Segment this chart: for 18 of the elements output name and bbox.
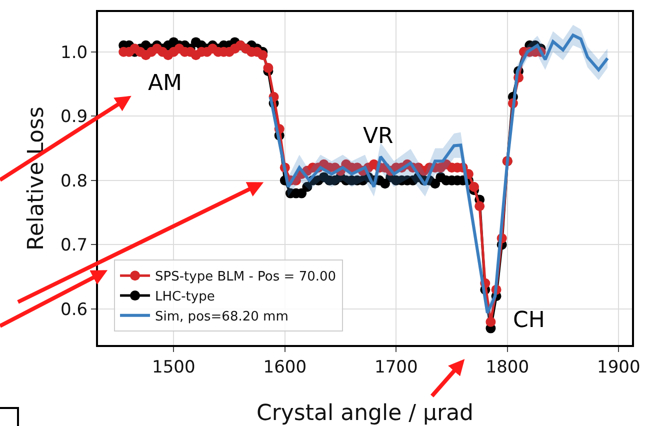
annotation: CH bbox=[513, 308, 545, 333]
legend-label: SPS-type BLM - Pos = 70.00 bbox=[155, 270, 336, 285]
x-tick-label: 1600 bbox=[263, 357, 307, 378]
x-axis-title: Crystal angle / μrad bbox=[256, 401, 474, 426]
y-axis-title: Relative Loss bbox=[24, 106, 49, 250]
y-tick-label: 0.8 bbox=[60, 171, 88, 192]
y-tick-label: 1.0 bbox=[60, 42, 88, 63]
annotation: AM bbox=[148, 71, 182, 96]
x-tick-label: 1700 bbox=[374, 357, 418, 378]
legend-label: Sim, pos=68.20 mm bbox=[155, 310, 288, 324]
y-tick-label: 0.6 bbox=[60, 300, 88, 320]
annotation: VR bbox=[363, 124, 394, 149]
x-tick-label: 1900 bbox=[597, 357, 640, 378]
y-tick-label: 0.9 bbox=[60, 107, 88, 128]
legend-label: LHC-type bbox=[155, 290, 215, 305]
x-tick-label: 1800 bbox=[486, 357, 530, 378]
y-tick-label: 0.7 bbox=[60, 236, 88, 256]
x-tick-label: 1500 bbox=[152, 357, 196, 378]
